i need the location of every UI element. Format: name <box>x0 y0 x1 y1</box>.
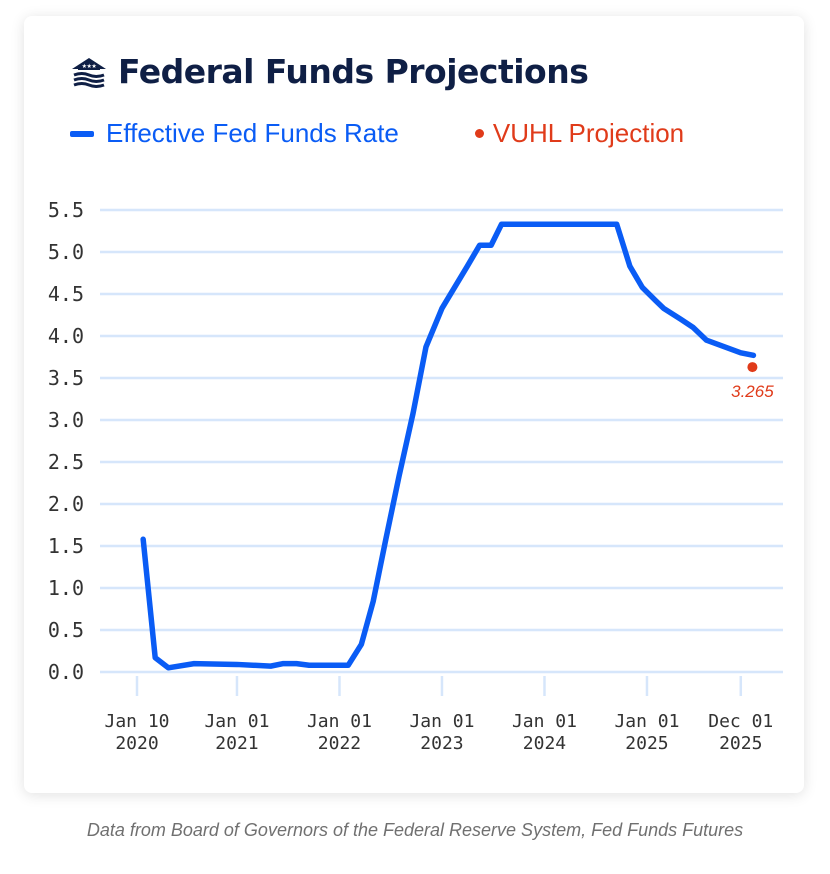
x-tick-label: Jan 10 <box>104 711 169 732</box>
house-flag-icon: ★★★ <box>72 57 106 88</box>
legend: Effective Fed Funds Rate VUHL Projection <box>70 118 684 149</box>
x-tick-label: Jan 01 <box>204 711 269 732</box>
y-tick-label: 2.5 <box>48 450 84 474</box>
legend-label: Effective Fed Funds Rate <box>106 118 399 148</box>
effective-rate-line <box>140 221 757 671</box>
legend-dot-swatch <box>474 129 484 138</box>
y-tick-label: 5.5 <box>48 198 84 222</box>
x-tick-label: 2021 <box>215 733 258 754</box>
y-tick-label: 4.5 <box>48 282 84 306</box>
y-tick-label: 2.0 <box>48 492 84 516</box>
x-tick-label: 2025 <box>719 733 762 754</box>
x-tick-label: Jan 01 <box>614 711 679 732</box>
chart-title: ★★★ Federal Funds Projections <box>70 52 589 91</box>
y-tick-label: 4.0 <box>48 324 84 348</box>
legend-line-swatch <box>70 130 94 137</box>
y-tick-label: 5.0 <box>48 240 84 264</box>
y-tick-label: 1.5 <box>48 534 84 558</box>
x-tick-label: 2025 <box>625 733 668 754</box>
x-tick-label: 2022 <box>318 733 361 754</box>
y-tick-label: 3.5 <box>48 366 84 390</box>
x-tick-label: Jan 01 <box>409 711 474 732</box>
source-note: Data from Board of Governors of the Fede… <box>86 820 744 840</box>
y-tick-label: 1.0 <box>48 576 84 600</box>
y-tick-label: 0.5 <box>48 618 84 642</box>
y-tick-label: 3.0 <box>48 408 84 432</box>
x-tick-label: 2020 <box>115 733 158 754</box>
y-tick-label: 0.0 <box>48 660 84 684</box>
legend-label: VUHL Projection <box>492 118 685 148</box>
title-text: Federal Funds Projections <box>118 52 589 91</box>
x-tick-label: Jan 01 <box>512 711 577 732</box>
x-tick-label: Dec 01 <box>708 711 773 732</box>
x-tick-label: 2024 <box>523 733 566 754</box>
legend-item-projection: VUHL Projection <box>474 118 685 149</box>
x-tick-label: 2023 <box>420 733 463 754</box>
x-tick-label: Jan 01 <box>307 711 372 732</box>
svg-text:★★★: ★★★ <box>82 63 97 70</box>
projection-data-label: 3.265 <box>731 382 774 401</box>
legend-item-effective-rate: Effective Fed Funds Rate <box>70 118 399 149</box>
projection-point <box>747 362 758 373</box>
